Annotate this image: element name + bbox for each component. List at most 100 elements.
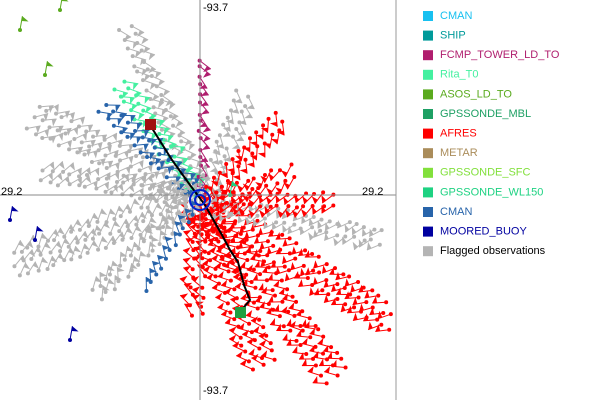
barb-dot xyxy=(364,300,368,304)
legend-label: FCMP_TOWER_LD_TO xyxy=(440,49,560,61)
barb-dot xyxy=(203,213,207,217)
barb-dot xyxy=(227,269,231,273)
barb-dot xyxy=(355,222,359,226)
barb-dot xyxy=(274,111,278,115)
barb-dot xyxy=(301,329,305,333)
legend-label: SHIP xyxy=(440,30,466,42)
barb-dot xyxy=(252,268,256,272)
legend-swatch xyxy=(423,109,433,119)
barb-dot xyxy=(18,273,22,277)
barb-dot xyxy=(220,255,224,259)
barb-dot xyxy=(220,185,224,189)
barb-dot xyxy=(293,257,297,261)
barb-dot xyxy=(258,272,262,276)
barb-dot xyxy=(288,329,292,333)
barb-dot xyxy=(187,220,191,224)
barb-dot xyxy=(90,160,94,164)
barb-dot xyxy=(356,280,360,284)
barb-dot xyxy=(335,233,339,237)
barb-dot xyxy=(25,126,29,130)
barb-dot xyxy=(261,123,265,127)
barb-dot xyxy=(179,139,183,143)
barb-dot xyxy=(289,163,293,167)
barb-dot xyxy=(96,177,100,181)
barb-dot xyxy=(108,272,112,276)
barb-dot xyxy=(286,204,290,208)
barb-dot xyxy=(182,219,186,223)
barb-dot xyxy=(257,253,261,257)
legend-label: Rita_T0 xyxy=(440,69,479,81)
barb-dot xyxy=(193,232,197,236)
barb-dot xyxy=(154,272,158,276)
barb-dot xyxy=(226,301,230,305)
barb-dot xyxy=(379,323,383,327)
barb-dot xyxy=(306,276,310,280)
barb-dot xyxy=(56,183,60,187)
barb-dot xyxy=(229,279,233,283)
barb-dot xyxy=(310,225,314,229)
barb-dot xyxy=(250,280,254,284)
barb-dot xyxy=(246,179,250,183)
barb-dot xyxy=(270,348,274,352)
barb-dot xyxy=(118,264,122,268)
barb-dot xyxy=(269,341,273,345)
barb-dot xyxy=(189,285,193,289)
barb-dot xyxy=(103,153,107,157)
barb-dot xyxy=(273,294,277,298)
barb-dot xyxy=(262,363,266,367)
barb-dot xyxy=(145,155,149,159)
barb-dot xyxy=(242,202,246,206)
barb-dot xyxy=(292,314,296,318)
barb-dot xyxy=(158,242,162,246)
barb-dot xyxy=(67,172,71,176)
legend-label: MOORED_BUOY xyxy=(440,226,527,238)
barb-dot xyxy=(203,238,207,242)
legend-swatch xyxy=(423,168,433,178)
barb-dot xyxy=(118,158,122,162)
barb-dot xyxy=(91,135,95,139)
barb-dot xyxy=(226,179,230,183)
legend-label: GPSSONDE_MBL xyxy=(440,108,531,120)
barb-dot xyxy=(283,179,287,183)
barb-dot xyxy=(12,264,16,268)
barb-dot xyxy=(166,186,170,190)
barb-dot xyxy=(104,246,108,250)
barb-dot xyxy=(231,157,235,161)
barb-dot xyxy=(257,318,261,322)
barb-dot xyxy=(165,175,169,179)
barb-dot xyxy=(48,125,52,129)
barb-dot xyxy=(119,214,123,218)
barb-dot xyxy=(335,282,339,286)
barb-dot xyxy=(131,54,135,58)
barb-dot xyxy=(136,263,140,267)
barb-dot xyxy=(389,312,393,316)
barb-dot xyxy=(132,64,136,68)
barb-dot xyxy=(130,24,134,28)
barb-dot xyxy=(181,226,185,230)
barb-dot xyxy=(183,189,187,193)
barb-dot xyxy=(58,249,62,253)
barb-dot xyxy=(139,183,143,187)
barb-dot xyxy=(46,267,50,271)
barb-dot xyxy=(201,173,205,177)
barb-dot xyxy=(243,158,247,162)
barb-dot xyxy=(320,218,324,222)
barb-dot xyxy=(174,243,178,247)
legend-swatch xyxy=(423,187,433,197)
barb-dot xyxy=(236,149,240,153)
barb-dot xyxy=(44,109,48,113)
barb-dot xyxy=(228,310,232,314)
barb-dot xyxy=(159,267,163,271)
barb-dot xyxy=(325,262,329,266)
barb-dot xyxy=(215,140,219,144)
barb-dot xyxy=(117,229,121,233)
barb-dot xyxy=(37,269,41,273)
barb-dot xyxy=(138,196,142,200)
barb-dot xyxy=(125,135,129,139)
barb-dot xyxy=(126,46,130,50)
barb-dot xyxy=(152,105,156,109)
barb-dot xyxy=(109,191,113,195)
barb-dot xyxy=(219,160,223,164)
barb-dot xyxy=(278,168,282,172)
